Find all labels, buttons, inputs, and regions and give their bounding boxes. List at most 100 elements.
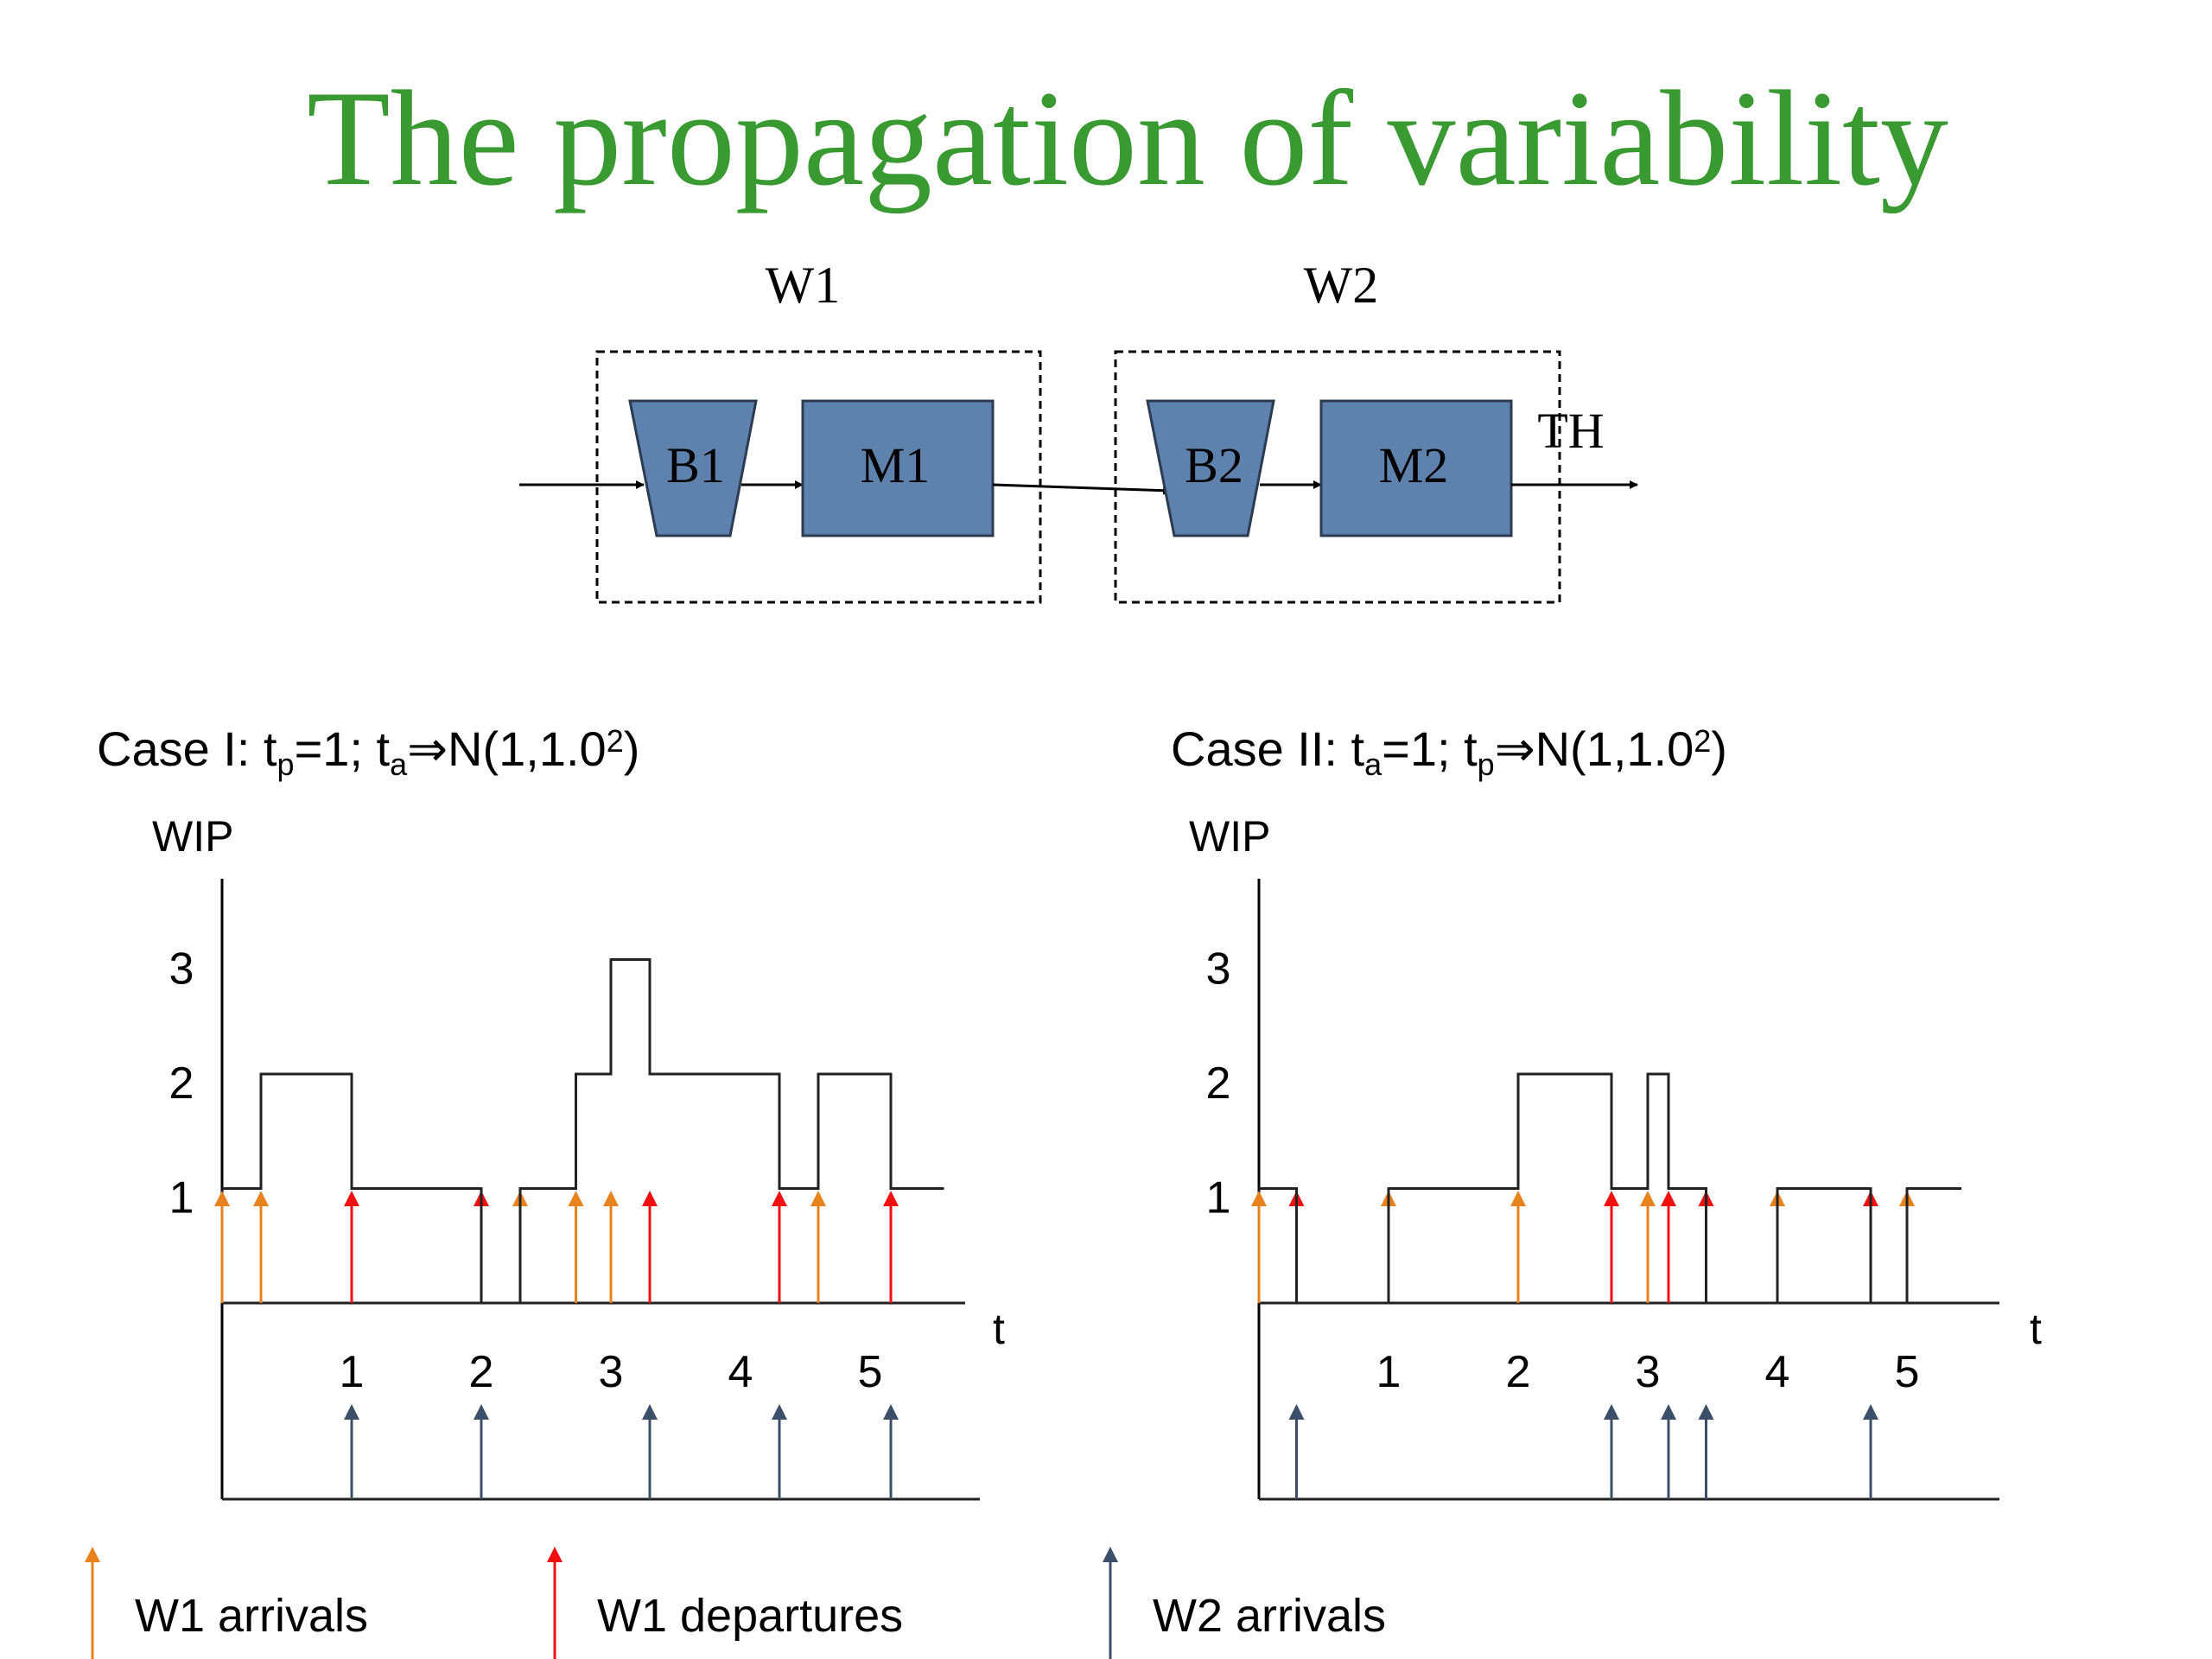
w2-arrival-arrow (1661, 1404, 1676, 1499)
w1-arrival-arrow (568, 1191, 584, 1303)
title-subscript: a (390, 747, 408, 782)
machine-m2-label: M2 (1379, 437, 1449, 493)
buffer-b2-label: B2 (1185, 437, 1243, 493)
w2-arrival-arrow (344, 1404, 359, 1499)
y-axis-label: WIP (1189, 812, 1270, 861)
title-subscript: p (1478, 747, 1495, 782)
legend-arrow-icon-head (1103, 1547, 1118, 1562)
w2-arrival-arrow (1288, 1404, 1305, 1499)
y-tick-label: 3 (169, 944, 194, 995)
y-tick-label: 1 (169, 1173, 194, 1224)
workstation-w1-box (595, 350, 1042, 604)
w1-arrival-arrow (1640, 1191, 1656, 1303)
w2-arrival-arrow-head (1604, 1404, 1619, 1420)
legend-arrow-icon (85, 1547, 100, 1659)
title-subscript: a (1364, 747, 1382, 782)
w1-arrival-arrow-head (253, 1191, 269, 1206)
w2-arrival-arrow-head (642, 1404, 658, 1420)
x-tick-label: 2 (469, 1347, 494, 1397)
x-tick-label: 1 (1376, 1347, 1402, 1397)
w2-arrival-arrow (1698, 1404, 1714, 1499)
flow-diagram: W1 W2 B1 M1 B2 M2 TH (519, 257, 1638, 604)
title-text: Case I: t (97, 721, 277, 776)
title-text: ⇒N(1,1.0 (1495, 721, 1694, 776)
legend: W1 arrivals W1 departures W2 arrivals (85, 1547, 1386, 1659)
w1-departure-arrow-head (344, 1191, 359, 1206)
buffer-b1-label: B1 (666, 437, 725, 493)
machine-m1 (801, 399, 995, 537)
w1-arrival-arrow-head (810, 1191, 826, 1206)
w2-arrival-arrow (474, 1404, 489, 1499)
w1-departure-arrow (772, 1191, 787, 1303)
m1-b2-arrow (992, 483, 1172, 495)
legend-item: W2 arrivals (1103, 1547, 1386, 1659)
throughput-label: TH (1537, 403, 1604, 459)
wip-step-line (222, 958, 944, 1305)
workstation-w1-label: W1 (766, 257, 841, 314)
y-tick-label: 3 (1206, 944, 1231, 995)
w1-departure-arrow (1661, 1191, 1676, 1303)
legend-label: W2 arrivals (1153, 1590, 1386, 1642)
x-axis-label: t (2030, 1305, 2042, 1353)
chart-title: Case II: ta=1; tp⇒N(1,1.02) (1171, 721, 1727, 782)
machine-m2 (1319, 399, 1513, 537)
w1-departure-arrow (1604, 1191, 1619, 1303)
w1-arrival-arrow (214, 1191, 230, 1303)
w1-departure-arrow (344, 1191, 359, 1303)
legend-arrow-icon-head (547, 1547, 563, 1562)
chart-title: Case I: tp=1; ta⇒N(1,1.02) (97, 721, 639, 782)
title-text: =1; t (1382, 721, 1478, 776)
wip-step-line (1259, 1072, 1961, 1305)
w1-departure-arrow (642, 1191, 658, 1303)
y-tick-label: 1 (1206, 1173, 1231, 1224)
w1-arrival-arrow (603, 1191, 619, 1303)
w2-arrival-arrow-head (1698, 1404, 1714, 1420)
y-axis-label: WIP (152, 812, 233, 861)
x-tick-label: 5 (1895, 1347, 1920, 1397)
x-tick-label: 3 (1636, 1347, 1661, 1397)
title-subscript: p (277, 747, 295, 782)
w1-arrival-arrow (1510, 1191, 1526, 1303)
title-text: Case II: t (1171, 721, 1365, 776)
x-tick-label: 2 (1506, 1347, 1531, 1397)
w2-arrival-arrow (883, 1404, 899, 1499)
legend-item: W1 departures (547, 1547, 903, 1659)
x-tick-label: 4 (1765, 1347, 1790, 1397)
w2-arrival-arrow-head (474, 1404, 489, 1420)
w2-arrival-arrow-head (1288, 1404, 1305, 1420)
workstation-w2-box (1114, 350, 1561, 604)
title-superscript: 2 (1694, 723, 1711, 759)
machine-m1-label: M1 (861, 437, 931, 493)
title-superscript: 2 (607, 723, 624, 759)
title-text: ⇒N(1,1.0 (407, 721, 607, 776)
slide-title: The propagation of variability (307, 63, 1948, 214)
w1-arrival-arrow-head (1640, 1191, 1656, 1206)
w1-arrival-arrow-head (568, 1191, 584, 1206)
legend-label: W1 arrivals (135, 1590, 368, 1642)
y-tick-label: 2 (1206, 1058, 1231, 1109)
w1-arrival-arrow-head (1251, 1191, 1267, 1206)
x-tick-label: 5 (858, 1347, 883, 1397)
w1-arrival-arrow (810, 1191, 826, 1303)
w2-arrival-arrow-head (883, 1404, 899, 1420)
workstation-w2-label: W2 (1304, 257, 1379, 314)
w1-departure-arrow-head (1604, 1191, 1619, 1206)
w1-departure-arrow-head (772, 1191, 787, 1206)
w2-arrival-arrow (772, 1404, 787, 1499)
w2-arrival-arrow-head (772, 1404, 787, 1420)
w2-arrival-arrow-head (1863, 1404, 1878, 1420)
title-text: ) (1711, 721, 1727, 776)
w2-arrival-arrow-head (344, 1404, 359, 1420)
w2-arrival-arrow (1604, 1404, 1619, 1499)
legend-item: W1 arrivals (85, 1547, 368, 1659)
w1-departure-arrow-head (883, 1191, 899, 1206)
w1-arrival-arrow-head (603, 1191, 619, 1206)
w1-arrival-arrow-head (214, 1191, 230, 1206)
w2-arrival-arrow-head (1661, 1404, 1676, 1420)
w1-arrival-arrow-head (1510, 1191, 1526, 1206)
legend-arrow-icon-head (85, 1547, 100, 1562)
x-axis-label: t (993, 1305, 1005, 1353)
